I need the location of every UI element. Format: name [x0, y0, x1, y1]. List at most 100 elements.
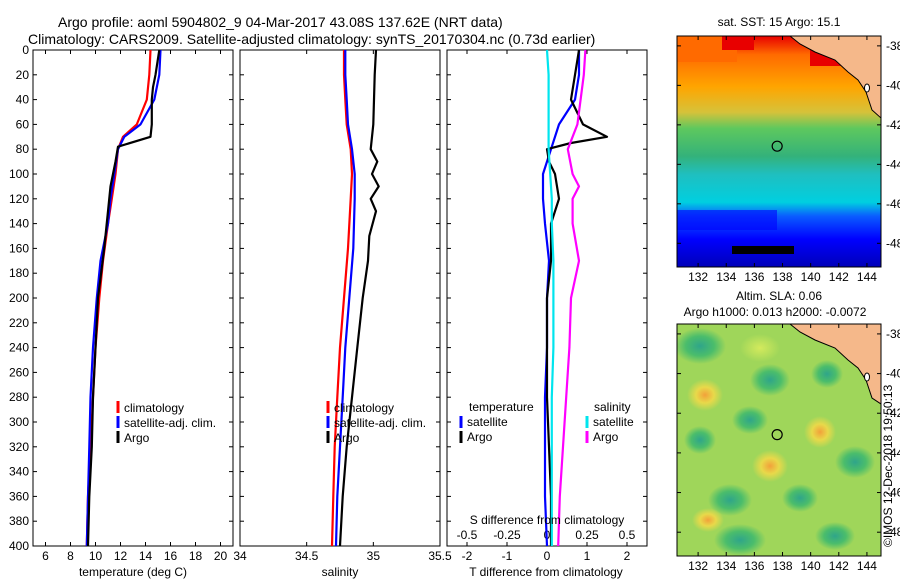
legend-label-sal-argo: Argo: [593, 430, 619, 444]
salinity-xlabel: salinity: [322, 565, 359, 579]
x-tick-label: 35.5: [428, 549, 452, 563]
depth-tick-label: 120: [9, 192, 29, 206]
depth-tick-label: 140: [9, 217, 29, 231]
depth-tick-label: 100: [9, 167, 29, 181]
imos-watermark: ©IMOS 12-Dec-2018 19:50:13: [881, 384, 895, 547]
depth-tick-label: 40: [16, 93, 30, 107]
title-line-1: Argo profile: aoml 5904802_9 04-Mar-2017…: [58, 14, 503, 30]
map-x-tick-label: 142: [829, 270, 849, 284]
depth-tick-label: 60: [16, 117, 30, 131]
series-line-temperature-argo: [545, 49, 609, 546]
map-y-tick-label: -48: [886, 525, 900, 539]
depth-tick-label: 260: [9, 365, 29, 379]
x-tick-label: 12: [114, 549, 128, 563]
map-y-tick-label: -44: [886, 446, 900, 460]
legend-label-argo: Argo: [334, 431, 360, 445]
map-y-tick-label: -46: [886, 197, 900, 211]
map-x-tick-label: 136: [744, 559, 764, 573]
difference-series: [541, 49, 609, 547]
map-x-tick-label: 138: [773, 559, 793, 573]
s-diff-tick-label: 0.25: [575, 528, 599, 542]
x-tick-label: 34: [233, 549, 247, 563]
map-y-tick-label: -40: [886, 78, 900, 92]
t-difference-axis: -2 -1 0 1 2: [462, 50, 631, 563]
x-tick-label: 18: [189, 549, 203, 563]
map-x-tick-label: 138: [773, 270, 793, 284]
series-line-argo: [86, 49, 161, 547]
map-x-tick-label: 136: [744, 270, 764, 284]
x-tick-label: 2: [624, 549, 631, 563]
series-line-satellite-adj-clim-: [85, 49, 162, 547]
x-tick-label: 14: [139, 549, 153, 563]
x-tick-label: 1: [584, 549, 591, 563]
depth-tick-label: 20: [16, 68, 30, 82]
s-difference-axis: -0.5 -0.25 0 0.25 0.5: [457, 528, 636, 542]
legend-label-temp-argo: Argo: [467, 430, 493, 444]
temperature-panel-frame: [32, 49, 234, 547]
difference-legend: temperature satellite Argo salinity sate…: [459, 400, 634, 444]
legend-title-salinity: salinity: [594, 400, 631, 414]
map-y-tick-label: -42: [886, 406, 900, 420]
title-line-2: Climatology: CARS2009. Satellite-adjuste…: [28, 31, 595, 47]
depth-tick-label: 180: [9, 266, 29, 280]
temperature-xlabel: temperature (deg C): [79, 565, 187, 579]
depth-tick-label: 300: [9, 415, 29, 429]
sla-map-frame: [676, 323, 882, 557]
depth-tick-label: 240: [9, 341, 29, 355]
legend-label-argo: Argo: [124, 431, 150, 445]
s-diff-tick-label: -0.25: [493, 528, 521, 542]
x-tick-label: 35: [367, 549, 381, 563]
map-y-tick-label: -38: [886, 327, 900, 341]
legend-label-satellite: satellite-adj. clim.: [124, 416, 216, 430]
legend-label-climatology: climatology: [124, 401, 184, 415]
s-difference-xlabel: S difference from climatology: [470, 513, 625, 527]
depth-axis: 0 20 40 60 80 100 120 140 160 180 200 220 240 260 280 3…: [9, 43, 647, 553]
sla-map-image: [677, 324, 881, 556]
series-line-satellite-adj-clim-: [334, 50, 356, 547]
x-tick-label: 6: [42, 549, 49, 563]
series-line-salinity-argo: [557, 49, 587, 547]
s-diff-tick-label: -0.5: [457, 528, 478, 542]
depth-tick-label: 160: [9, 241, 29, 255]
map-y-tick-label: -40: [886, 367, 900, 381]
depth-tick-label: 380: [9, 514, 29, 528]
map-x-tick-label: 144: [857, 270, 877, 284]
map-y-tick-label: -44: [886, 157, 900, 171]
depth-tick-label: 200: [9, 291, 29, 305]
x-tick-label: 20: [214, 549, 228, 563]
legend-label-satellite: satellite-adj. clim.: [334, 416, 426, 430]
salinity-axis: 34 34.5 35 35.5: [233, 50, 452, 563]
sla-map-title: Altim. SLA: 0.06: [736, 289, 822, 303]
salinity-series: [330, 49, 380, 547]
t-difference-xlabel: T difference from climatology: [469, 565, 623, 579]
sst-map-frame: [676, 35, 882, 268]
map-y-tick-label: -46: [886, 486, 900, 500]
x-tick-label: 0: [544, 549, 551, 563]
legend-title-temperature: temperature: [469, 400, 534, 414]
temperature-series: [85, 49, 162, 547]
series-line-argo: [338, 49, 380, 547]
x-tick-label: 10: [89, 549, 103, 563]
depth-tick-label: 360: [9, 489, 29, 503]
salinity-panel-frame: [239, 49, 441, 547]
legend-label-climatology: climatology: [334, 401, 394, 415]
sst-argo-location-marker: [771, 140, 783, 152]
sla-argo-location-marker: [771, 429, 783, 441]
map-y-tick-label: -48: [886, 236, 900, 250]
x-tick-label: 16: [164, 549, 178, 563]
depth-tick-label: 320: [9, 440, 29, 454]
x-tick-label: -2: [462, 549, 473, 563]
depth-tick-label: 340: [9, 465, 29, 479]
depth-tick-label: 220: [9, 316, 29, 330]
map-x-tick-label: 134: [716, 270, 736, 284]
map-x-tick-label: 142: [829, 559, 849, 573]
map-x-tick-label: 134: [716, 559, 736, 573]
s-diff-tick-label: 0.5: [619, 528, 636, 542]
map-y-tick-label: -38: [886, 39, 900, 53]
depth-tick-label: 80: [16, 142, 30, 156]
temperature-legend: climatology satellite-adj. clim. Argo: [116, 401, 216, 445]
legend-label-sal-satellite: satellite: [593, 415, 634, 429]
map-x-tick-label: 140: [801, 270, 821, 284]
x-tick-label: 8: [67, 549, 74, 563]
